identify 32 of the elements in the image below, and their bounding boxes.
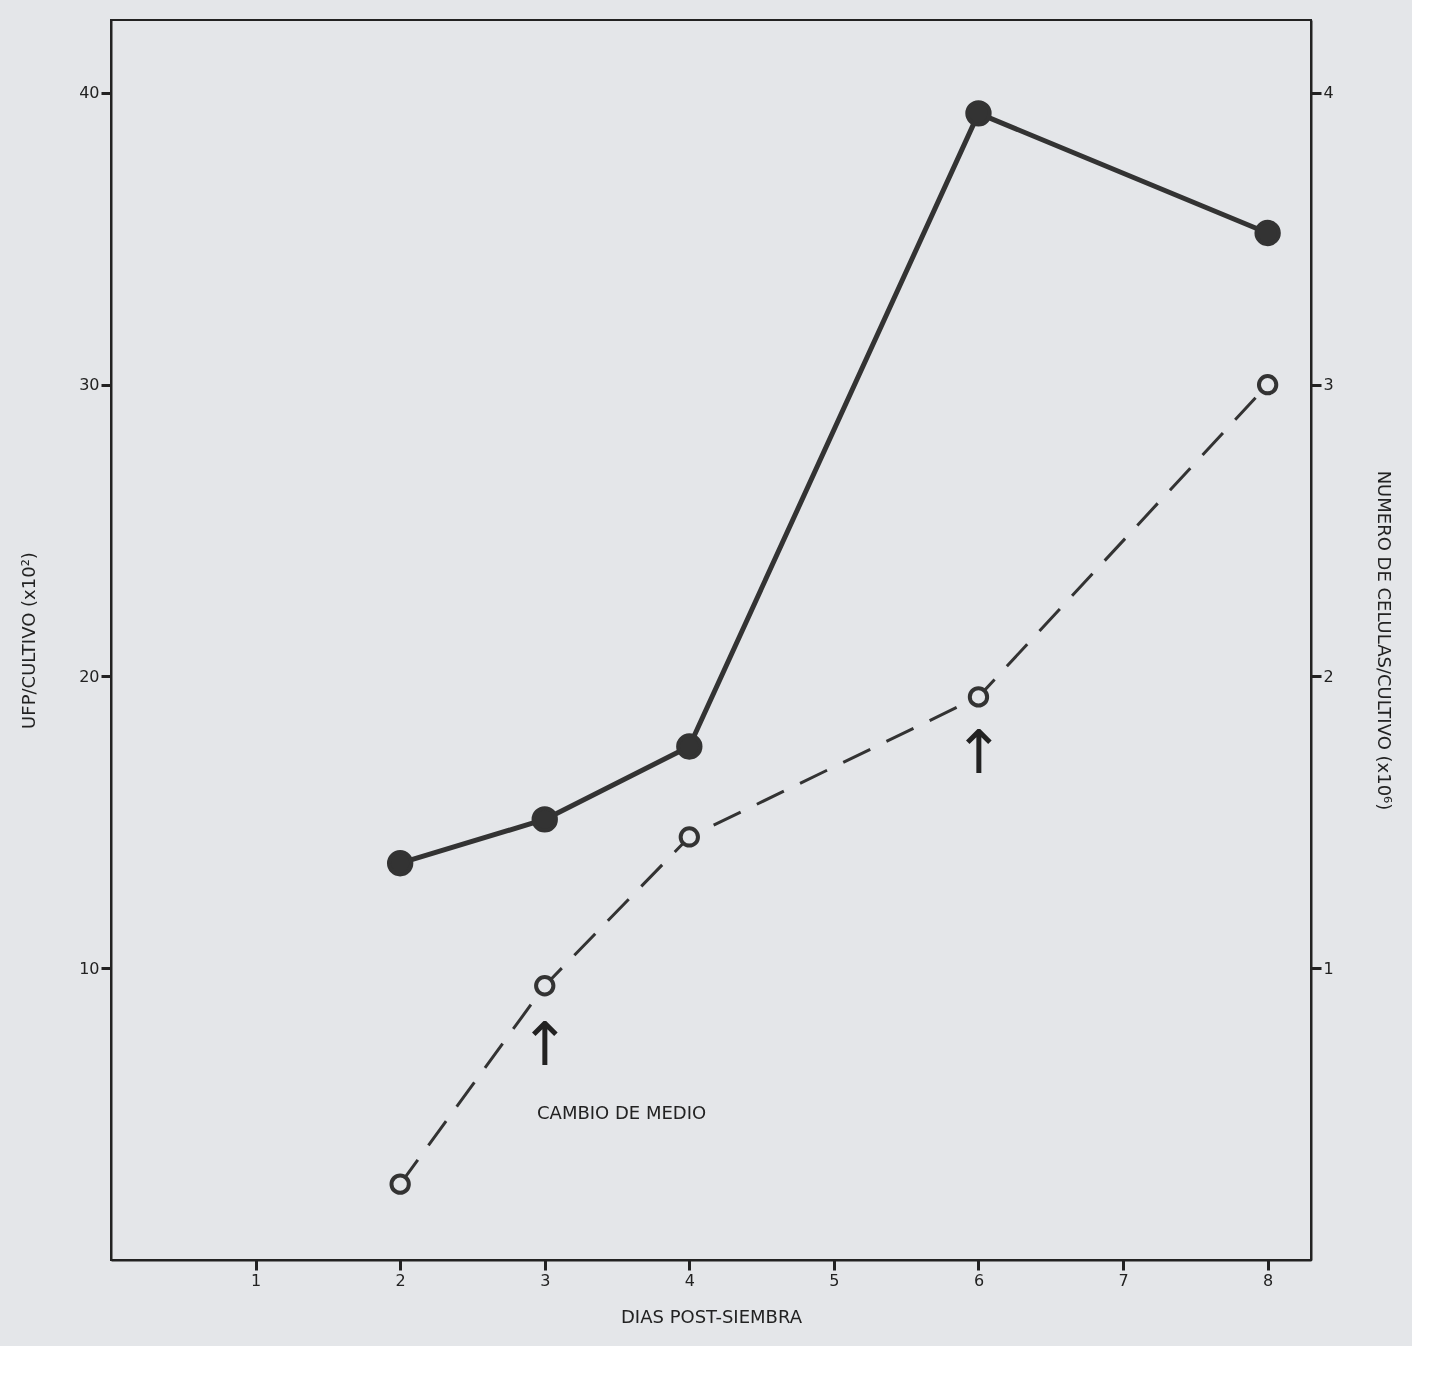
point: [1254, 219, 1281, 247]
point: [965, 100, 992, 127]
y-tick-label: 10: [79, 958, 100, 978]
y2-tick-label: 3: [1323, 375, 1334, 395]
annotation: ↑: [953, 717, 1004, 788]
point: [1256, 374, 1279, 396]
point: [386, 850, 414, 877]
point: [678, 826, 700, 848]
y2-axis-title: NUMERO DE CELULAS/CULTIVO (x10⁶): [1373, 470, 1395, 811]
x-tick-label: 6: [973, 1270, 985, 1290]
y2-tick-label: 4: [1323, 83, 1334, 103]
point: [389, 1173, 411, 1195]
annotation: ↑: [519, 1008, 570, 1079]
point: [967, 686, 990, 708]
point: [676, 733, 703, 760]
x-tick-label: 8: [1263, 1270, 1274, 1290]
x-tick-label: 2: [395, 1270, 406, 1290]
x-tick-label: 3: [540, 1270, 551, 1290]
point: [534, 975, 556, 997]
x-tick-label: 5: [829, 1270, 840, 1290]
annotation: CAMBIO DE MEDIO: [537, 1101, 707, 1123]
y-tick-label: 30: [79, 375, 100, 395]
point: [531, 806, 558, 833]
y-axis-title: UFP/CULTIVO (x10²): [18, 552, 40, 729]
y-tick-label: 40: [79, 83, 100, 103]
x-axis-title: DIAS POST-SIEMBRA: [621, 1305, 803, 1327]
y2-tick-label: 2: [1323, 666, 1334, 686]
x-tick-label: 7: [1118, 1270, 1129, 1290]
x-tick-label: 1: [250, 1270, 262, 1290]
y2-tick-label: 1: [1323, 958, 1334, 978]
y-tick-label: 20: [79, 666, 100, 686]
x-tick-label: 4: [684, 1270, 695, 1290]
